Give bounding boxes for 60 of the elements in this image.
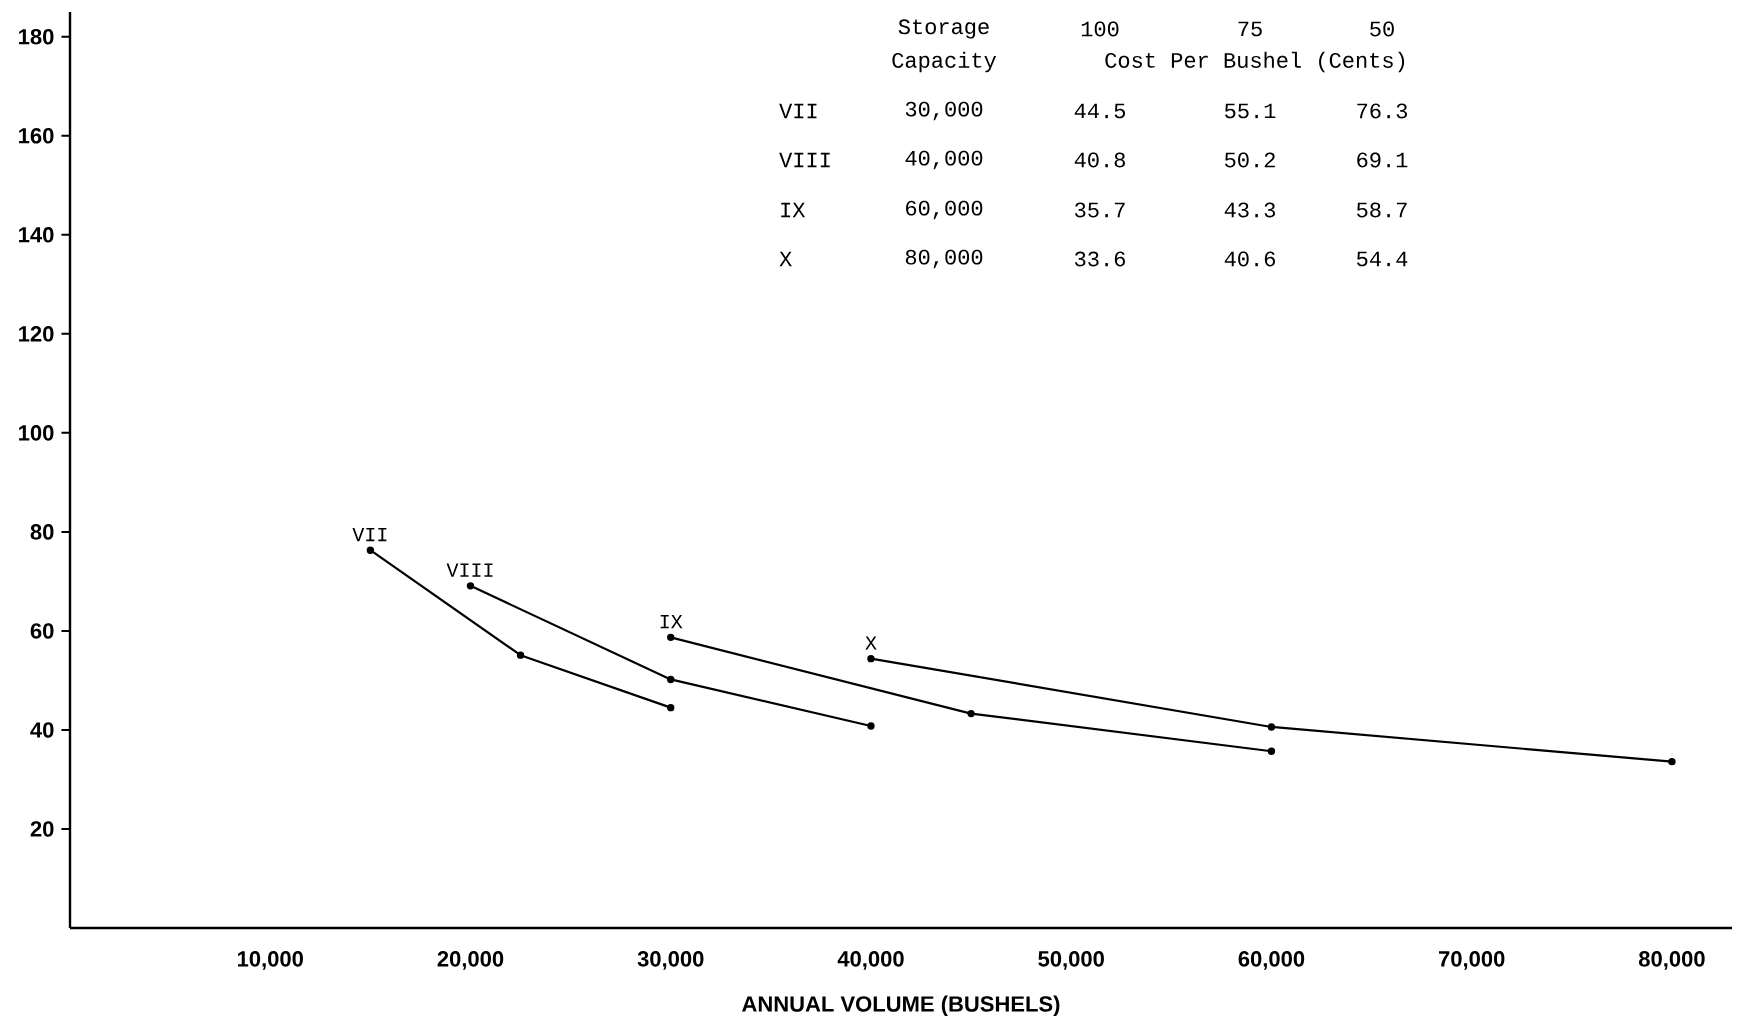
y-tick-label: 80: [30, 524, 54, 540]
annotation: 33.6: [1074, 251, 1125, 267]
annotation: 58.7: [1357, 202, 1407, 218]
x-tick-label: 10,000: [237, 951, 303, 970]
y-tick-label: 120: [19, 326, 54, 342]
point: [667, 633, 675, 642]
point: [867, 722, 875, 730]
point: [516, 651, 525, 659]
annotation: 76.3: [1357, 103, 1408, 119]
annotation: 60,000: [906, 200, 983, 220]
annotation: 40.8: [1074, 152, 1125, 168]
annotation: Capacity: [892, 51, 997, 73]
text: X: [779, 251, 792, 267]
point: [466, 582, 475, 590]
x-axis-title: ANNUAL VOLUME (BUSHELS): [742, 995, 1060, 1017]
y-tick-label: 60: [30, 623, 54, 639]
point: [1267, 723, 1276, 731]
y-tick-label: 20: [30, 821, 54, 837]
x-tick-label: 20,000: [437, 951, 504, 970]
annotation: 50.2: [1225, 152, 1275, 168]
point: [366, 546, 375, 554]
annotation: 54.4: [1357, 251, 1408, 267]
annotation: Storage: [898, 19, 989, 39]
point: [867, 654, 875, 663]
annotation: Cost Per Bushel (Cents): [1105, 51, 1405, 73]
x-tick-label: 30,000: [637, 951, 704, 970]
y-tick-label: 40: [30, 722, 54, 738]
annotation: 40.6: [1224, 251, 1275, 267]
y-tick-label: 160: [19, 128, 54, 144]
x-tick-label: 50,000: [1038, 951, 1104, 970]
x-tick-label: 60,000: [1238, 951, 1305, 970]
point: [667, 675, 675, 684]
series-label: X: [865, 636, 877, 650]
annotation: 30,000: [905, 101, 983, 121]
annotation: 35.7: [1074, 202, 1125, 218]
annotation: 40,000: [905, 150, 983, 170]
x-tick-label: 70,000: [1438, 951, 1505, 970]
annotation: 80,000: [905, 249, 983, 269]
x-tick-label: 40,000: [837, 951, 904, 970]
annotation: 69.1: [1357, 152, 1408, 168]
annotation: 55.1: [1225, 103, 1276, 119]
annotation: 43.3: [1224, 202, 1276, 218]
point: [967, 709, 975, 718]
y-tick-label: 180: [19, 28, 54, 45]
annotation: 50: [1370, 21, 1394, 37]
annotation: 75: [1238, 21, 1262, 37]
x-tick-label: 80,000: [1638, 951, 1705, 970]
text: IX: [781, 202, 806, 218]
text: VIII: [779, 152, 830, 168]
annotation: 100: [1081, 21, 1119, 37]
series-label: VIII: [446, 563, 493, 577]
y-tick-label: 140: [19, 227, 54, 243]
text: VII: [779, 103, 817, 119]
point: [667, 703, 675, 712]
point: [1267, 747, 1276, 755]
y-tick-label: 100: [19, 425, 54, 441]
point: [1668, 757, 1676, 766]
series-label: VII: [352, 527, 387, 542]
annotation: 44.5: [1074, 103, 1126, 119]
series-label: IX: [660, 615, 683, 629]
